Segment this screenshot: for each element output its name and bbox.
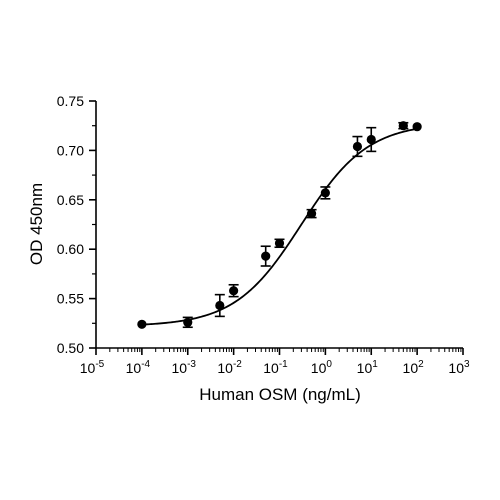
x-axis: 10-5 10-4 10-3 10-2 10-1 100 101 102 103 bbox=[80, 347, 470, 376]
data-marker bbox=[215, 300, 225, 311]
x-axis-title: Human OSM (ng/mL) bbox=[199, 385, 361, 404]
data-marker bbox=[137, 319, 147, 329]
data-marker bbox=[274, 238, 285, 248]
x-tick-label: 103 bbox=[448, 359, 470, 376]
data-point bbox=[412, 122, 422, 132]
data-point bbox=[137, 319, 147, 329]
data-marker bbox=[320, 188, 330, 198]
data-marker bbox=[261, 251, 271, 261]
x-tick-label: 10-5 bbox=[80, 359, 105, 376]
data-marker bbox=[183, 317, 193, 327]
fit-curve bbox=[141, 127, 418, 326]
data-point bbox=[398, 121, 409, 131]
data-point bbox=[274, 238, 285, 249]
data-point bbox=[352, 135, 363, 158]
data-point bbox=[366, 126, 377, 153]
y-axis-title: OD 450nm bbox=[27, 183, 46, 265]
y-tick-label: 0.55 bbox=[57, 291, 84, 307]
x-tick-label: 10-1 bbox=[263, 359, 288, 376]
y-axis: 0.50 0.55 0.60 0.65 0.70 0.75 bbox=[57, 93, 97, 356]
data-point bbox=[228, 283, 239, 298]
y-tick-label: 0.75 bbox=[57, 93, 84, 109]
data-point bbox=[182, 316, 193, 329]
data-marker bbox=[398, 121, 408, 131]
x-tick-label: 10-3 bbox=[172, 359, 197, 376]
y-tick-label: 0.65 bbox=[57, 192, 84, 208]
y-tick-label: 0.50 bbox=[57, 340, 84, 356]
data-point bbox=[306, 208, 317, 219]
data-marker bbox=[366, 134, 376, 145]
data-marker bbox=[352, 141, 363, 152]
x-tick-label: 102 bbox=[403, 359, 425, 376]
data-point bbox=[260, 245, 271, 267]
y-tick-label: 0.60 bbox=[57, 241, 84, 257]
x-tick-label: 101 bbox=[357, 359, 379, 376]
data-marker bbox=[306, 209, 317, 219]
data-marker bbox=[412, 122, 422, 132]
x-tick-label: 100 bbox=[311, 359, 333, 376]
data-marker bbox=[229, 286, 239, 296]
x-tick-label: 10-4 bbox=[126, 359, 151, 376]
data-points-layer bbox=[137, 121, 422, 329]
x-tick-label: 10-2 bbox=[217, 359, 242, 376]
y-tick-label: 0.70 bbox=[57, 142, 84, 158]
data-point bbox=[320, 186, 331, 200]
data-point bbox=[214, 293, 225, 318]
fit-curve-layer bbox=[141, 127, 418, 326]
